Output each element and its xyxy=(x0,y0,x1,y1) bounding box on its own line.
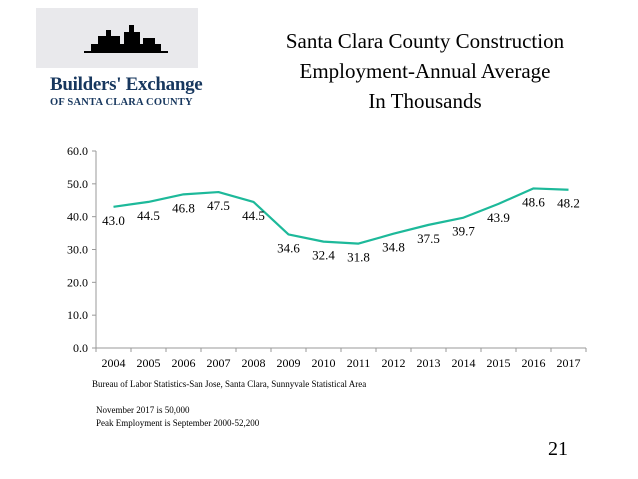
data-label: 32.4 xyxy=(312,248,335,263)
slide-title-line-3: In Thousands xyxy=(368,89,482,113)
data-label: 48.2 xyxy=(557,196,580,211)
logo-building-panel xyxy=(36,8,198,68)
x-tick-label: 2009 xyxy=(277,356,301,370)
x-tick-label: 2007 xyxy=(207,356,231,370)
y-tick-label: 50.0 xyxy=(67,177,88,191)
data-label: 43.0 xyxy=(102,213,125,228)
data-label: 39.7 xyxy=(452,224,475,239)
data-label: 44.5 xyxy=(242,208,265,223)
page-number: 21 xyxy=(548,438,568,460)
x-tick-label: 2016 xyxy=(522,356,546,370)
x-tick-label: 2006 xyxy=(172,356,196,370)
x-tick-label: 2010 xyxy=(312,356,336,370)
data-label: 44.5 xyxy=(137,208,160,223)
series-line xyxy=(113,187,569,245)
data-label: 34.6 xyxy=(277,240,300,255)
y-tick-label: 60.0 xyxy=(67,144,88,158)
footnote-november: November 2017 is 50,000 xyxy=(96,405,190,415)
x-tick-label: 2012 xyxy=(382,356,406,370)
builders-exchange-logo: Builders' Exchange OF SANTA CLARA COUNTY xyxy=(36,8,204,112)
data-label: 46.8 xyxy=(172,200,195,215)
slide-title-line-2: Employment-Annual Average xyxy=(299,59,551,83)
building-icon xyxy=(84,25,168,53)
x-tick-label: 2014 xyxy=(452,356,476,370)
slide-title: Santa Clara County Construction Employme… xyxy=(240,26,610,116)
x-tick-label: 2004 xyxy=(102,356,126,370)
x-tick-label: 2008 xyxy=(242,356,266,370)
x-tick-label: 2017 xyxy=(557,356,581,370)
data-label: 34.8 xyxy=(382,240,405,255)
y-tick-label: 0.0 xyxy=(73,341,88,355)
x-tick-label: 2005 xyxy=(137,356,161,370)
data-label: 31.8 xyxy=(347,250,370,265)
logo-subtitle: OF SANTA CLARA COUNTY xyxy=(50,97,193,108)
y-tick-label: 20.0 xyxy=(67,275,88,289)
data-label: 48.6 xyxy=(522,194,545,209)
logo-name: Builders' Exchange xyxy=(50,74,203,95)
y-tick-label: 30.0 xyxy=(67,243,88,257)
slide-title-line-1: Santa Clara County Construction xyxy=(285,29,565,53)
data-label: 43.9 xyxy=(487,210,510,225)
x-tick-label: 2011 xyxy=(347,356,371,370)
data-label: 47.5 xyxy=(207,198,230,213)
y-tick-label: 10.0 xyxy=(67,308,88,322)
x-tick-label: 2015 xyxy=(487,356,511,370)
y-tick-label: 40.0 xyxy=(67,210,88,224)
data-label: 37.5 xyxy=(417,231,440,246)
footnote-peak: Peak Employment is September 2000-52,200 xyxy=(96,418,260,428)
source-note: Bureau of Labor Statistics-San Jose, San… xyxy=(92,379,367,389)
x-tick-label: 2013 xyxy=(417,356,441,370)
